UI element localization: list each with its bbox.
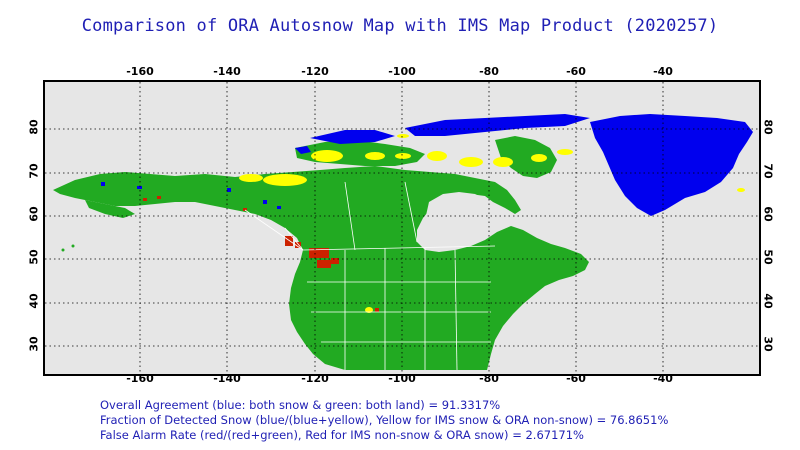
arctic-snow-patch xyxy=(405,114,590,136)
alaska-peninsula xyxy=(85,200,135,218)
ims-only-snow xyxy=(263,174,307,186)
false-alarm-rate-text: False Alarm Rate (red/(red+green), Red f… xyxy=(100,428,584,442)
left-lat-label: 50 xyxy=(27,249,41,265)
both-snow-patch xyxy=(263,200,267,204)
left-lat-label: 40 xyxy=(27,293,41,309)
right-lat-label: 70 xyxy=(761,163,775,179)
right-lat-label: 50 xyxy=(761,249,775,265)
top-lon-label: -60 xyxy=(566,65,586,78)
ims-only-snow xyxy=(365,307,373,313)
detected-snow-fraction-text: Fraction of Detected Snow (blue/(blue+ye… xyxy=(100,413,669,427)
left-lat-label: 30 xyxy=(27,336,41,352)
false-alarm-regions xyxy=(143,196,379,312)
top-lon-label: -160 xyxy=(126,65,154,78)
hudson-bay xyxy=(425,192,491,242)
top-lon-label: -80 xyxy=(479,65,499,78)
both-snow-patch xyxy=(137,186,142,189)
top-lon-label: -140 xyxy=(213,65,241,78)
map-frame xyxy=(43,80,761,376)
baffin-island xyxy=(495,136,557,178)
ims-only-snow xyxy=(557,149,573,155)
snow-map xyxy=(45,82,759,374)
greenland-snow xyxy=(590,114,753,216)
right-lat-label: 40 xyxy=(761,293,775,309)
political-borders xyxy=(244,181,496,371)
ims-only-snow xyxy=(531,154,547,162)
top-lon-label: -40 xyxy=(653,65,673,78)
aleutian-island xyxy=(71,244,75,248)
right-lat-label: 30 xyxy=(761,336,775,352)
ims-only-snow xyxy=(737,188,745,192)
right-lat-label: 60 xyxy=(761,206,775,222)
both-snow-patch xyxy=(227,188,231,192)
ims-only-snow xyxy=(239,174,263,182)
ims-only-snow xyxy=(427,151,447,161)
top-lon-label: -120 xyxy=(301,65,329,78)
aleutian-island xyxy=(61,248,65,252)
ims-only-snow xyxy=(311,150,343,162)
ims-only-snow xyxy=(459,157,483,167)
graticule xyxy=(45,82,759,374)
overall-agreement-text: Overall Agreement (blue: both snow & gre… xyxy=(100,398,501,412)
ims-only-snow xyxy=(395,153,411,159)
statistics-block: Overall Agreement (blue: both snow & gre… xyxy=(100,398,668,443)
ims-only-snow xyxy=(493,157,513,167)
left-lat-label: 70 xyxy=(27,163,41,179)
ims-only-snow xyxy=(365,152,385,160)
top-lon-label: -100 xyxy=(388,65,416,78)
arctic-snow-patch xyxy=(310,130,395,144)
both-snow-patch xyxy=(277,206,281,209)
left-lat-label: 60 xyxy=(27,206,41,222)
ims-only-snow xyxy=(397,134,409,138)
arctic-snow-patch xyxy=(295,146,311,154)
both-snow-patch xyxy=(101,182,105,186)
map-title: Comparison of ORA Autosnow Map with IMS … xyxy=(81,16,719,36)
left-lat-label: 80 xyxy=(27,119,41,135)
right-lat-label: 80 xyxy=(761,119,775,135)
